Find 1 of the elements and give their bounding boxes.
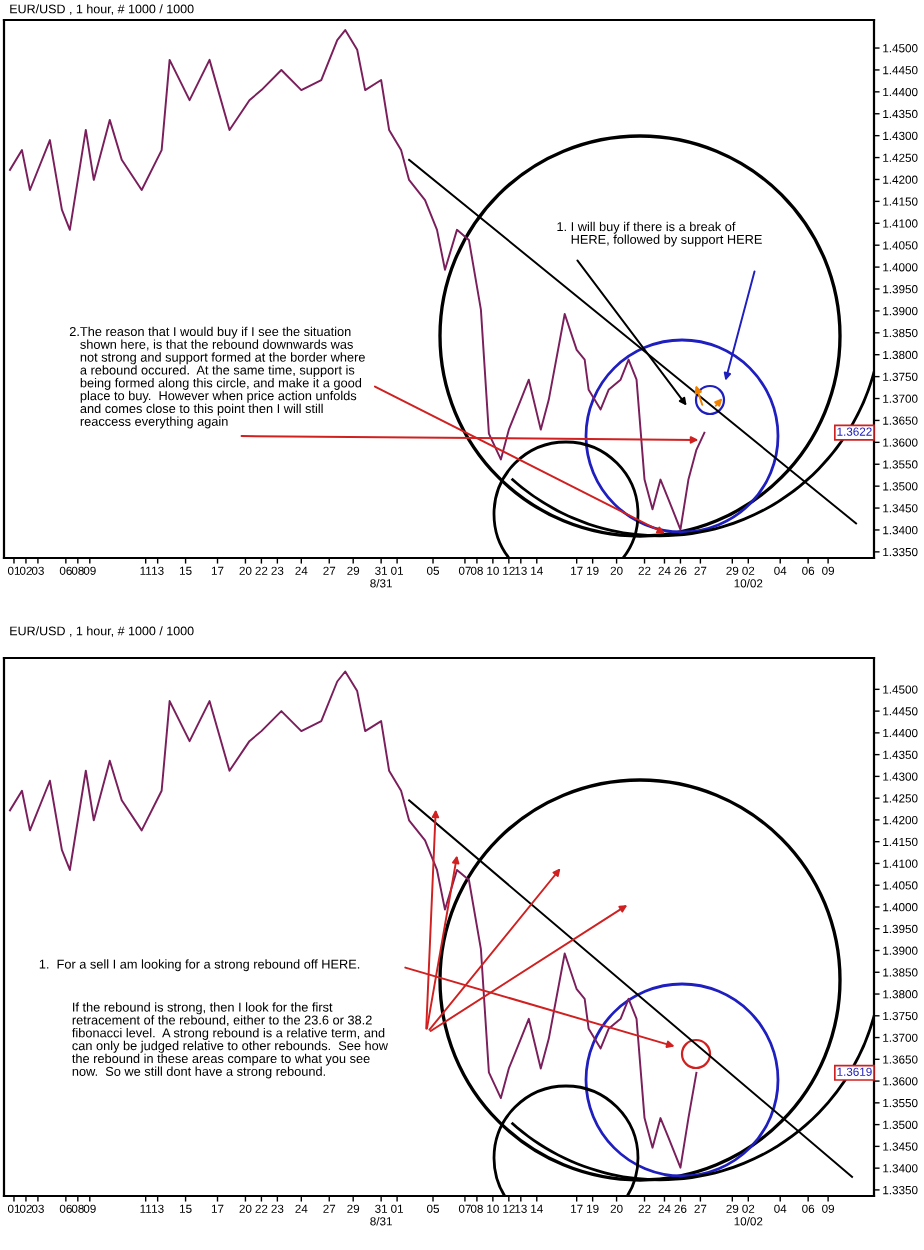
line-series — [9, 670, 698, 1169]
